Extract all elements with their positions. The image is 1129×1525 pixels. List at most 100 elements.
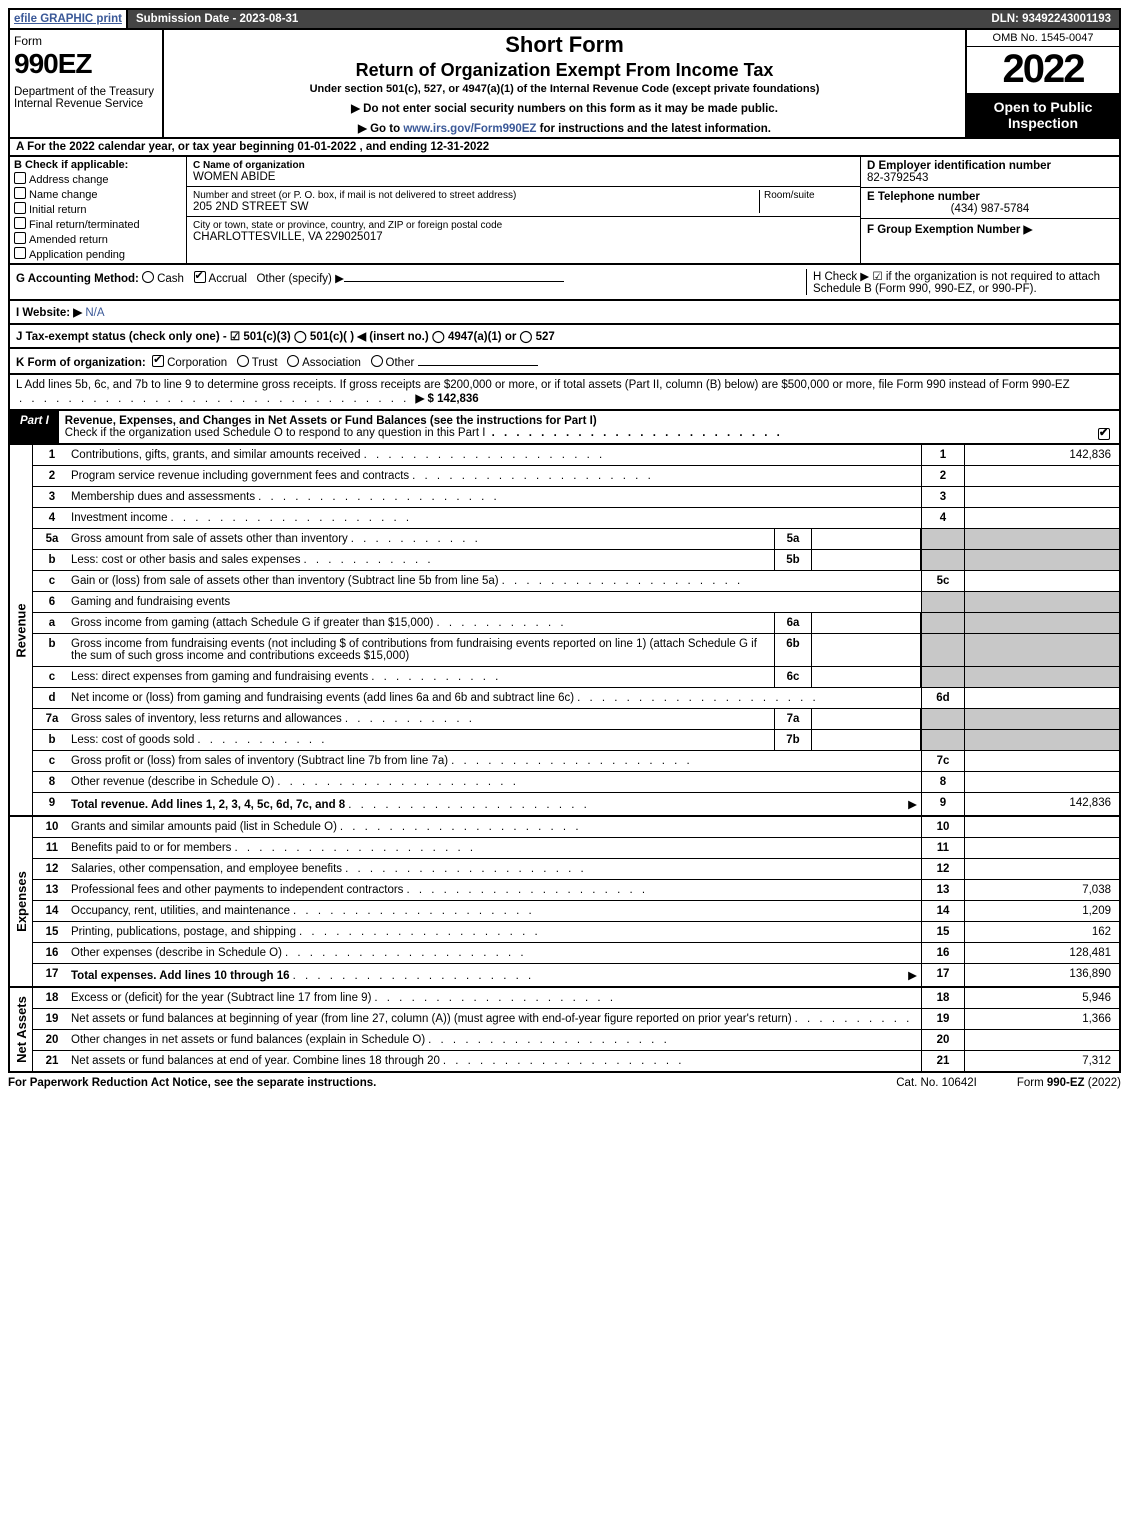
line-21: 21 Net assets or fund balances at end of… [33, 1051, 1119, 1071]
org-address: 205 2ND STREET SW [193, 201, 308, 213]
city-label: City or town, state or province, country… [193, 220, 502, 231]
trust-label: Trust [252, 357, 278, 369]
revenue-section: Revenue 1 Contributions, gifts, grants, … [8, 445, 1121, 817]
top-bar: efile GRAPHIC print Submission Date - 20… [8, 8, 1121, 30]
line-2: 2 Program service revenue including gove… [33, 466, 1119, 487]
title-main: Return of Organization Exempt From Incom… [170, 60, 959, 81]
schedo-note: Check if the organization used Schedule … [65, 427, 486, 439]
line-b: b Gross income from fundraising events (… [33, 634, 1119, 667]
line-19: 19 Net assets or fund balances at beginn… [33, 1009, 1119, 1030]
org-name-row: C Name of organization WOMEN ABIDE [187, 157, 860, 187]
chk-address-change[interactable]: Address change [14, 171, 182, 186]
omb-number: OMB No. 1545-0047 [967, 30, 1119, 47]
title-short-form: Short Form [170, 32, 959, 58]
efile-print-link[interactable]: efile GRAPHIC print [10, 10, 126, 28]
line-11: 11 Benefits paid to or for members. . . … [33, 838, 1119, 859]
box-b-label: B Check if applicable: [14, 159, 182, 171]
line-3: 3 Membership dues and assessments. . . .… [33, 487, 1119, 508]
department: Department of the Treasury Internal Reve… [14, 86, 158, 110]
org-city-row: City or town, state or province, country… [187, 217, 860, 246]
line-5a: 5a Gross amount from sale of assets othe… [33, 529, 1119, 550]
box-b: B Check if applicable: Address change Na… [10, 157, 187, 263]
phone-value: (434) 987-5784 [867, 203, 1113, 215]
other-org-input[interactable] [418, 353, 538, 366]
line-6: 6Gaming and fundraising events [33, 592, 1119, 613]
chk-final-return[interactable]: Final return/terminated [14, 216, 182, 231]
radio-association[interactable] [287, 355, 299, 367]
chk-amended-return[interactable]: Amended return [14, 231, 182, 246]
line-c: c Gross profit or (loss) from sales of i… [33, 751, 1119, 772]
ssn-warning: ▶ Do not enter social security numbers o… [170, 101, 959, 115]
other-input[interactable] [344, 269, 564, 282]
irs-link[interactable]: www.irs.gov/Form990EZ [403, 123, 536, 135]
submission-date: Submission Date - 2023-08-31 [126, 10, 306, 28]
line-14: 14 Occupancy, rent, utilities, and maint… [33, 901, 1119, 922]
chk-application-pending[interactable]: Application pending [14, 246, 182, 261]
corp-label: Corporation [167, 357, 227, 369]
revenue-side-label: Revenue [10, 445, 33, 815]
footer-left: For Paperwork Reduction Act Notice, see … [8, 1077, 896, 1089]
dots: . . . . . . . . . . . . . . . . . . . . … [19, 393, 409, 405]
ein-value: 82-3792543 [867, 172, 928, 184]
org-addr-row: Number and street (or P. O. box, if mail… [187, 187, 860, 217]
open-to-public: Open to Public Inspection [967, 93, 1119, 137]
line-j: J Tax-exempt status (check only one) - ☑… [8, 325, 1121, 349]
box-c: C Name of organization WOMEN ABIDE Numbe… [187, 157, 860, 263]
subtitle: Under section 501(c), 527, or 4947(a)(1)… [170, 83, 959, 95]
ein-label: D Employer identification number [867, 160, 1051, 172]
website-label: I Website: ▶ [16, 307, 82, 319]
line-b: b Less: cost or other basis and sales ex… [33, 550, 1119, 571]
group-exempt-label: F Group Exemption Number ▶ [867, 224, 1032, 236]
line-l-text: L Add lines 5b, 6c, and 7b to line 9 to … [16, 379, 1070, 391]
page-footer: For Paperwork Reduction Act Notice, see … [8, 1073, 1121, 1089]
line-d: d Net income or (loss) from gaming and f… [33, 688, 1119, 709]
part-i-title: Revenue, Expenses, and Changes in Net As… [59, 411, 1119, 443]
line-1: 1 Contributions, gifts, grants, and simi… [33, 445, 1119, 466]
assoc-label: Association [302, 357, 361, 369]
chk-schedule-o[interactable] [1098, 428, 1110, 440]
website-value[interactable]: N/A [85, 307, 104, 319]
accrual-label: Accrual [209, 273, 247, 285]
org-name-label: C Name of organization [193, 160, 854, 171]
topbar-spacer [306, 10, 983, 28]
line-8: 8 Other revenue (describe in Schedule O)… [33, 772, 1119, 793]
radio-cash[interactable] [142, 271, 154, 283]
netassets-section: Net Assets 18 Excess or (deficit) for th… [8, 988, 1121, 1073]
line-k: K Form of organization: Corporation Trus… [8, 349, 1121, 375]
line-c: c Gain or (loss) from sale of assets oth… [33, 571, 1119, 592]
header-right: OMB No. 1545-0047 2022 Open to Public In… [965, 30, 1119, 137]
part-i-tag: Part I [10, 411, 59, 443]
header-center: Short Form Return of Organization Exempt… [164, 30, 965, 137]
line-j-text: J Tax-exempt status (check only one) - ☑… [16, 331, 555, 343]
other-label: Other (specify) ▶ [256, 273, 343, 285]
line-a-period: A For the 2022 calendar year, or tax yea… [8, 139, 1121, 157]
dln: DLN: 93492243001193 [983, 10, 1119, 28]
chk-name-change[interactable]: Name change [14, 186, 182, 201]
line-17: 17 Total expenses. Add lines 10 through … [33, 964, 1119, 986]
cash-label: Cash [157, 273, 184, 285]
dots: . . . . . . . . . . . . . . . . . . . . … [492, 427, 783, 439]
chk-corporation[interactable] [152, 355, 164, 367]
room-label: Room/suite [764, 190, 854, 201]
line-4: 4 Investment income. . . . . . . . . . .… [33, 508, 1119, 529]
form-id-box: Form 990EZ Department of the Treasury In… [10, 30, 164, 137]
line-16: 16 Other expenses (describe in Schedule … [33, 943, 1119, 964]
form-word: Form [14, 34, 158, 48]
radio-other-org[interactable] [371, 355, 383, 367]
radio-trust[interactable] [237, 355, 249, 367]
line-b: b Less: cost of goods sold. . . . . . . … [33, 730, 1119, 751]
line-i: I Website: ▶ N/A [8, 301, 1121, 325]
org-city: CHARLOTTESVILLE, VA 229025017 [193, 231, 383, 243]
accounting-label: G Accounting Method: [16, 273, 139, 285]
line-10: 10 Grants and similar amounts paid (list… [33, 817, 1119, 838]
line-12: 12 Salaries, other compensation, and emp… [33, 859, 1119, 880]
line-9: 9 Total revenue. Add lines 1, 2, 3, 4, 5… [33, 793, 1119, 815]
chk-accrual[interactable] [194, 271, 206, 283]
line-k-label: K Form of organization: [16, 357, 146, 369]
line-gh: G Accounting Method: Cash Accrual Other … [8, 265, 1121, 301]
form-number: 990EZ [14, 48, 158, 80]
box-def: D Employer identification number 82-3792… [860, 157, 1119, 263]
chk-initial-return[interactable]: Initial return [14, 201, 182, 216]
form-header: Form 990EZ Department of the Treasury In… [8, 30, 1121, 139]
line-c: c Less: direct expenses from gaming and … [33, 667, 1119, 688]
